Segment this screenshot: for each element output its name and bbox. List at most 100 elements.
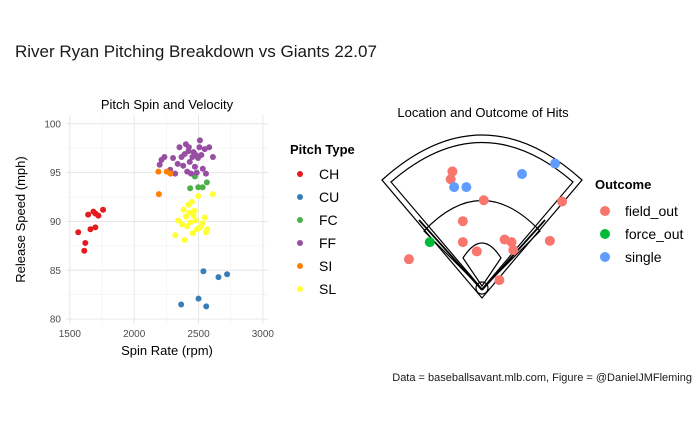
data-point-ff bbox=[172, 170, 179, 177]
legend-label-ch: CH bbox=[319, 166, 339, 182]
legend-key-force-out bbox=[600, 229, 610, 239]
hit-point-field-out bbox=[457, 216, 468, 227]
data-point-ff bbox=[161, 153, 168, 160]
legend-label-si: SI bbox=[319, 258, 332, 274]
data-point-sl bbox=[195, 193, 202, 200]
data-point-ff bbox=[156, 161, 163, 168]
hit-point-force-out bbox=[424, 237, 435, 248]
data-point-sl bbox=[188, 198, 195, 205]
data-point-ch bbox=[100, 206, 107, 213]
legend-label-single: single bbox=[625, 249, 662, 265]
data-point-ff bbox=[196, 137, 203, 144]
hit-point-field-out bbox=[494, 275, 505, 286]
x-tick-label: 2000 bbox=[123, 329, 146, 340]
data-point-cu bbox=[178, 301, 185, 308]
data-point-cu bbox=[224, 271, 231, 278]
data-point-ff bbox=[199, 165, 206, 172]
data-point-si bbox=[155, 191, 162, 198]
data-point-ff bbox=[170, 154, 177, 161]
hit-point-single bbox=[517, 169, 528, 180]
y-tick-label: 80 bbox=[50, 315, 62, 326]
data-point-sl bbox=[190, 212, 197, 219]
data-point-sl bbox=[189, 230, 196, 237]
data-point-ff bbox=[174, 160, 181, 167]
figure-caption: Data = baseballsavant.mlb.com, Figure = … bbox=[392, 372, 692, 384]
data-point-si bbox=[167, 170, 174, 177]
data-point-sl bbox=[172, 232, 179, 239]
legend-key-field-out bbox=[600, 206, 610, 216]
legend-key-sl bbox=[297, 286, 303, 292]
outfield-fence bbox=[390, 142, 574, 290]
data-point-sl bbox=[186, 209, 193, 216]
data-point-cu bbox=[195, 295, 202, 302]
hit-point-field-out bbox=[508, 245, 519, 256]
figure-title: River Ryan Pitching Breakdown vs Giants … bbox=[15, 42, 377, 61]
pitch-spin-velocity-chart: 1500 2000 2500 3000 80 85 90 95 100 Pitch Spin an… bbox=[13, 97, 355, 358]
legend-label-cu: CU bbox=[319, 189, 339, 205]
home-plate-circle bbox=[475, 281, 489, 295]
legend-label-force-out: force_out bbox=[625, 226, 683, 242]
y-tick-label: 95 bbox=[50, 168, 62, 179]
data-point-sl bbox=[199, 220, 206, 227]
data-point-ch bbox=[87, 226, 94, 233]
data-point-ff bbox=[176, 144, 183, 151]
data-point-ff bbox=[196, 144, 203, 151]
y-tick-label: 90 bbox=[50, 217, 62, 228]
data-point-ch bbox=[82, 239, 89, 246]
hit-location-chart: Location and Outcome of Hits Outcome field… bbox=[381, 105, 683, 299]
data-point-ff bbox=[186, 158, 193, 165]
data-point-ch bbox=[85, 211, 92, 218]
hit-point-field-out bbox=[403, 254, 414, 265]
data-point-fc bbox=[199, 184, 206, 191]
x-tick-label: 1500 bbox=[59, 329, 82, 340]
data-point-cu bbox=[203, 303, 210, 310]
legend-label-ff: FF bbox=[319, 235, 336, 251]
hit-point-field-out bbox=[506, 237, 517, 248]
data-point-ff bbox=[188, 170, 195, 177]
data-point-ff bbox=[193, 169, 200, 176]
data-point-ff bbox=[206, 144, 213, 151]
chart-title: Location and Outcome of Hits bbox=[397, 105, 569, 120]
hit-point-field-out bbox=[478, 195, 489, 206]
legend-key-single bbox=[600, 252, 610, 262]
data-point-sl bbox=[204, 226, 211, 233]
data-point-sl bbox=[209, 191, 216, 198]
data-point-sl bbox=[181, 237, 188, 244]
x-tick-label: 3000 bbox=[252, 329, 275, 340]
data-point-ff bbox=[191, 163, 198, 170]
y-axis-label: Release Speed (mph) bbox=[13, 156, 28, 282]
left-foul-line bbox=[418, 219, 483, 291]
data-point-sl bbox=[182, 213, 189, 220]
hit-point-field-out bbox=[457, 237, 468, 248]
x-axis-label: Spin Rate (rpm) bbox=[121, 343, 213, 358]
legend-key-cu bbox=[297, 194, 303, 200]
data-point-ch bbox=[92, 224, 99, 231]
data-point-ch bbox=[92, 210, 99, 217]
hit-point-single bbox=[461, 182, 472, 193]
data-point-ff bbox=[202, 170, 209, 177]
data-point-fc bbox=[187, 185, 194, 192]
hit-point-field-out bbox=[544, 235, 555, 246]
hit-point-field-out bbox=[557, 196, 568, 207]
data-point-si bbox=[155, 168, 162, 175]
data-point-sl bbox=[180, 206, 187, 213]
data-point-ff bbox=[209, 153, 216, 160]
data-point-ch bbox=[81, 247, 88, 254]
legend-label-sl: SL bbox=[319, 281, 336, 297]
hit-point-single bbox=[550, 158, 561, 169]
legend-key-ff bbox=[297, 240, 303, 246]
data-point-ff bbox=[192, 152, 199, 159]
data-point-cu bbox=[200, 268, 207, 275]
hit-point-field-out bbox=[445, 174, 456, 185]
data-point-ff bbox=[180, 162, 187, 169]
stadium-outline bbox=[381, 134, 583, 299]
legend-key-fc bbox=[297, 217, 303, 223]
data-point-ch bbox=[75, 229, 82, 236]
x-tick-label: 2500 bbox=[187, 329, 210, 340]
hit-point-single bbox=[449, 182, 460, 193]
legend-title: Pitch Type bbox=[290, 142, 355, 157]
data-point-fc bbox=[203, 179, 210, 186]
data-point-cu bbox=[215, 274, 222, 281]
hit-point-field-out bbox=[447, 166, 458, 177]
legend-key-ch bbox=[297, 171, 303, 177]
